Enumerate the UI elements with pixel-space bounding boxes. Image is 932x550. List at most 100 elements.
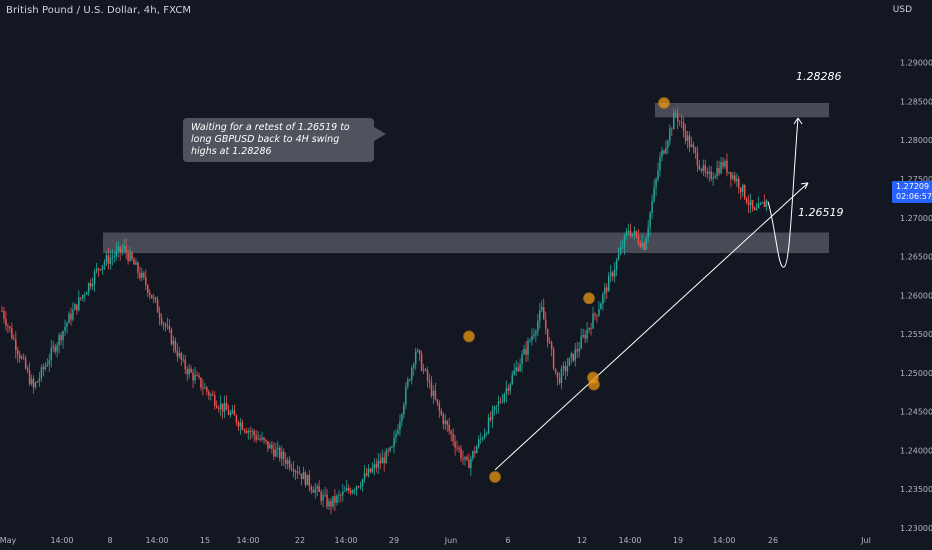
- chart-title: British Pound / U.S. Dollar, 4h, FXCM: [6, 5, 192, 16]
- candle-body: [387, 450, 389, 452]
- candle-body: [314, 488, 316, 493]
- candle-body: [89, 283, 92, 287]
- candle-body: [537, 320, 539, 332]
- y-tick-label: 1.26000: [900, 291, 932, 300]
- candle-body: [539, 310, 541, 321]
- candle-body: [405, 386, 407, 405]
- candle-body: [194, 374, 196, 381]
- candle-body: [497, 401, 500, 406]
- trade-idea-callout[interactable]: Waiting for a retest of 1.26519 to long …: [183, 118, 386, 162]
- candle-body: [503, 394, 506, 402]
- candle-body: [363, 473, 366, 480]
- candle-body: [491, 409, 494, 420]
- y-tick-label: 1.23000: [900, 524, 932, 533]
- candle-body: [82, 294, 84, 299]
- candle-body: [231, 410, 234, 413]
- candle-body: [751, 200, 754, 208]
- candle-body: [649, 212, 651, 228]
- candle-body: [129, 252, 131, 261]
- candle-body: [615, 259, 618, 270]
- candle-body: [409, 379, 411, 381]
- candle-body: [336, 495, 338, 503]
- candle-body: [269, 444, 271, 449]
- candle-body: [308, 474, 311, 487]
- candle-body: [85, 292, 88, 295]
- x-tick-label: 15: [200, 536, 210, 545]
- candle-body: [349, 490, 352, 494]
- candle-body: [56, 345, 58, 352]
- candle-body: [223, 402, 226, 412]
- candle-body: [608, 275, 610, 292]
- candle-body: [513, 371, 515, 375]
- x-tick-label: May: [0, 536, 17, 545]
- candle-body: [44, 365, 47, 370]
- candle-body: [109, 257, 112, 264]
- candle-body: [755, 208, 758, 210]
- candle-body: [576, 349, 578, 352]
- candle-body: [460, 448, 462, 459]
- candle-body: [217, 407, 220, 410]
- candle-body: [359, 486, 362, 488]
- candle-body: [70, 313, 72, 320]
- candle-body: [698, 165, 701, 170]
- x-tick-label: 22: [295, 536, 305, 545]
- candle-body: [208, 391, 210, 396]
- candle-body: [139, 272, 141, 278]
- candle-body: [310, 486, 313, 491]
- drawing-lines: [494, 117, 809, 471]
- candle-body: [91, 283, 94, 287]
- candle-body: [401, 414, 403, 422]
- candle-body: [663, 150, 665, 154]
- candle-body: [342, 491, 344, 496]
- candle-body: [566, 366, 569, 372]
- candle-body: [479, 438, 482, 440]
- candle-body: [730, 172, 732, 179]
- candle-body: [353, 489, 356, 491]
- candle-body: [747, 202, 750, 206]
- candle-body: [15, 339, 17, 351]
- candle-body: [574, 349, 577, 361]
- candle-body: [26, 368, 29, 371]
- candle-body: [292, 469, 295, 473]
- candle-body: [714, 176, 716, 179]
- candle-body: [123, 245, 125, 250]
- candle-body: [158, 312, 161, 319]
- candle-body: [418, 350, 421, 355]
- candle-body: [493, 406, 496, 410]
- candle-body: [257, 438, 259, 440]
- candle-body: [422, 369, 425, 371]
- candle-body: [34, 382, 37, 388]
- candle-body: [1, 310, 3, 312]
- candle-body: [454, 441, 456, 448]
- candle-body: [294, 471, 297, 473]
- last-price-badge: 1.27209 02:06:57: [892, 181, 932, 203]
- candle-body: [548, 342, 551, 344]
- y-tick-label: 1.29000: [900, 59, 932, 68]
- candle-body: [507, 388, 510, 391]
- price-axis: 1.23000 1.23500 1.24000 1.24500 1.25000 1.255…: [900, 59, 932, 533]
- candle-body: [93, 271, 96, 284]
- candle-body: [535, 331, 537, 335]
- candle-body: [188, 368, 190, 375]
- candle-body: [198, 375, 200, 378]
- candle-body: [702, 165, 705, 171]
- candle-body: [48, 360, 51, 365]
- candle-body: [470, 458, 472, 469]
- candle-body: [511, 374, 513, 384]
- candle-body: [344, 490, 346, 492]
- candle-body: [420, 354, 423, 371]
- x-tick-label: 26: [768, 536, 778, 545]
- candle-body: [174, 340, 177, 351]
- candle-body: [379, 460, 381, 464]
- candle-body: [403, 404, 405, 415]
- candle-body: [635, 231, 638, 237]
- candle-body: [97, 268, 100, 270]
- candle-body: [430, 382, 433, 396]
- candle-body: [210, 394, 212, 396]
- candle-body: [38, 377, 41, 382]
- candle-body: [619, 247, 622, 255]
- retest-level-label: 1.26519: [798, 206, 844, 219]
- candle-body: [495, 405, 498, 407]
- candle-body: [647, 227, 649, 239]
